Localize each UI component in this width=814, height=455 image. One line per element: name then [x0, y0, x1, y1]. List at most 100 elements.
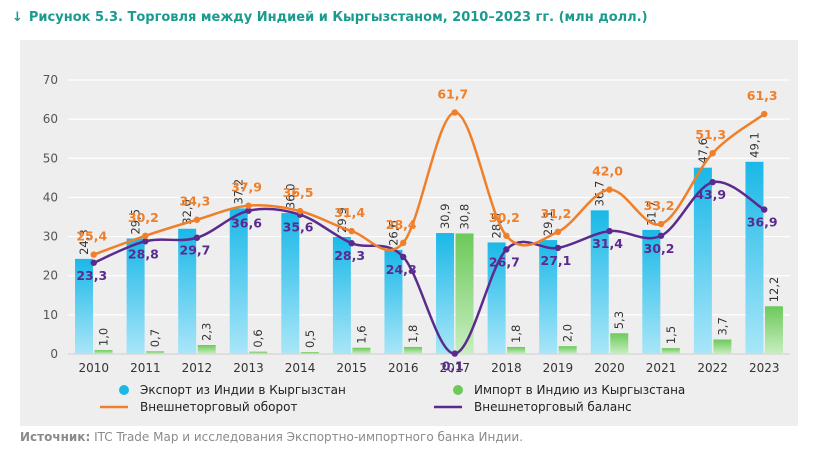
export-bar — [590, 210, 609, 354]
export-value-label: 32,0 — [180, 199, 194, 225]
export-value-label: 47,6 — [696, 138, 710, 164]
export-value-label: 49,1 — [747, 132, 761, 158]
import-value-label: 2,0 — [561, 324, 575, 342]
import-bar — [764, 306, 783, 354]
x-tick-label: 2018 — [491, 361, 522, 375]
import-bar — [94, 350, 113, 354]
balance-point — [503, 246, 510, 253]
turnover-point — [606, 186, 613, 193]
balance-value-label: 43,9 — [695, 187, 726, 202]
down-arrow-icon: ↓ — [12, 10, 23, 25]
import-bar — [249, 351, 268, 354]
export-value-label: 30,9 — [438, 203, 452, 229]
balance-point — [348, 240, 355, 247]
balance-point — [554, 244, 562, 252]
source-note: Источник: ITC Trade Map и исследования Э… — [20, 430, 523, 444]
turnover-value-label: 36,5 — [283, 185, 314, 200]
export-bar — [539, 240, 558, 354]
export-bar — [75, 258, 94, 354]
source-text: ITC Trade Map и исследования Экспортно-и… — [94, 430, 524, 444]
export-bar — [745, 161, 764, 354]
turnover-value-label: 31,2 — [541, 206, 572, 221]
turnover-point — [142, 232, 149, 239]
turnover-value-label: 30,2 — [128, 210, 159, 225]
x-tick-label: 2019 — [543, 361, 574, 375]
turnover-value-label: 28,4 — [386, 217, 417, 232]
export-bar — [693, 167, 712, 354]
balance-point — [606, 227, 613, 235]
import-value-label: 5,3 — [612, 311, 626, 329]
balance-value-label: 36,9 — [747, 215, 778, 230]
x-tick-label: 2010 — [79, 361, 110, 375]
turnover-value-label: 30,2 — [489, 210, 520, 225]
export-value-label: 26,6 — [386, 220, 400, 246]
balance-value-label: 29,7 — [180, 243, 211, 258]
export-bar — [126, 238, 145, 354]
legend-balance-label: Внешнеторговый баланс — [474, 400, 632, 414]
x-tick-label: 2011 — [130, 361, 161, 375]
balance-value-label: 28,8 — [128, 246, 159, 261]
import-bar — [455, 233, 474, 354]
import-value-label: 0,7 — [148, 329, 162, 347]
import-value-label: 1,0 — [97, 328, 111, 346]
import-bar — [661, 348, 680, 354]
y-tick-label: 10 — [43, 308, 58, 322]
turnover-point — [400, 239, 407, 247]
import-bar — [352, 347, 371, 354]
legend-export-swatch — [119, 385, 129, 395]
export-value-label: 28,5 — [490, 213, 504, 239]
turnover-point — [245, 202, 252, 209]
balance-point — [709, 178, 716, 186]
y-tick-label: 50 — [43, 151, 58, 165]
legend-export-label: Экспорт из Индии в Кыргызстан — [140, 383, 346, 397]
y-tick-label: 30 — [43, 230, 58, 244]
x-tick-label: 2015 — [336, 361, 367, 375]
import-bar — [300, 352, 319, 354]
y-tick-label: 20 — [43, 269, 58, 283]
x-tick-label: 2012 — [182, 361, 213, 375]
turnover-point — [709, 149, 716, 157]
turnover-point — [451, 109, 458, 116]
x-tick-label: 2020 — [594, 361, 625, 375]
turnover-point — [503, 232, 510, 239]
import-value-label: 2,3 — [200, 323, 214, 341]
x-tick-label: 2021 — [646, 361, 677, 375]
x-tick-label: 2016 — [388, 361, 419, 375]
x-tick-label: 2017 — [440, 361, 471, 375]
balance-value-label: 26,7 — [489, 254, 520, 269]
turnover-point — [90, 251, 97, 258]
turnover-point — [657, 220, 665, 228]
import-bar — [558, 346, 577, 354]
turnover-point — [193, 216, 201, 223]
import-value-label: 30,8 — [458, 204, 472, 230]
import-value-label: 1,5 — [664, 326, 678, 344]
turnover-value-label: 51,3 — [695, 127, 726, 142]
legend-turnover-label: Внешнеторговый оборот — [140, 400, 297, 414]
export-bar — [384, 249, 403, 354]
import-value-label: 12,2 — [767, 277, 781, 303]
source-label: Источник: — [20, 430, 91, 444]
figure-title-text: Рисунок 5.3. Торговля между Индией и Кыр… — [28, 10, 648, 25]
x-tick-label: 2023 — [749, 361, 780, 375]
import-bar — [403, 346, 422, 354]
y-tick-label: 70 — [43, 73, 58, 87]
balance-value-label: 30,2 — [644, 241, 675, 256]
x-tick-label: 2022 — [697, 361, 728, 375]
balance-point — [142, 238, 149, 245]
balance-point — [451, 350, 458, 357]
x-tick-label: 2013 — [233, 361, 264, 375]
export-bar — [487, 242, 506, 354]
legend-import-swatch — [453, 385, 463, 395]
figure-title: ↓ Рисунок 5.3. Торговля между Индией и Кы… — [12, 10, 648, 25]
turnover-value-label: 33,2 — [644, 198, 675, 213]
x-tick-label: 2014 — [285, 361, 316, 375]
export-bar — [178, 228, 197, 354]
import-value-label: 0,6 — [251, 329, 265, 347]
y-tick-label: 0 — [50, 347, 58, 361]
import-bar — [507, 346, 526, 354]
balance-value-label: 23,3 — [76, 268, 107, 283]
export-bar — [281, 213, 300, 354]
export-bar — [436, 233, 455, 354]
import-value-label: 1,8 — [406, 325, 420, 343]
